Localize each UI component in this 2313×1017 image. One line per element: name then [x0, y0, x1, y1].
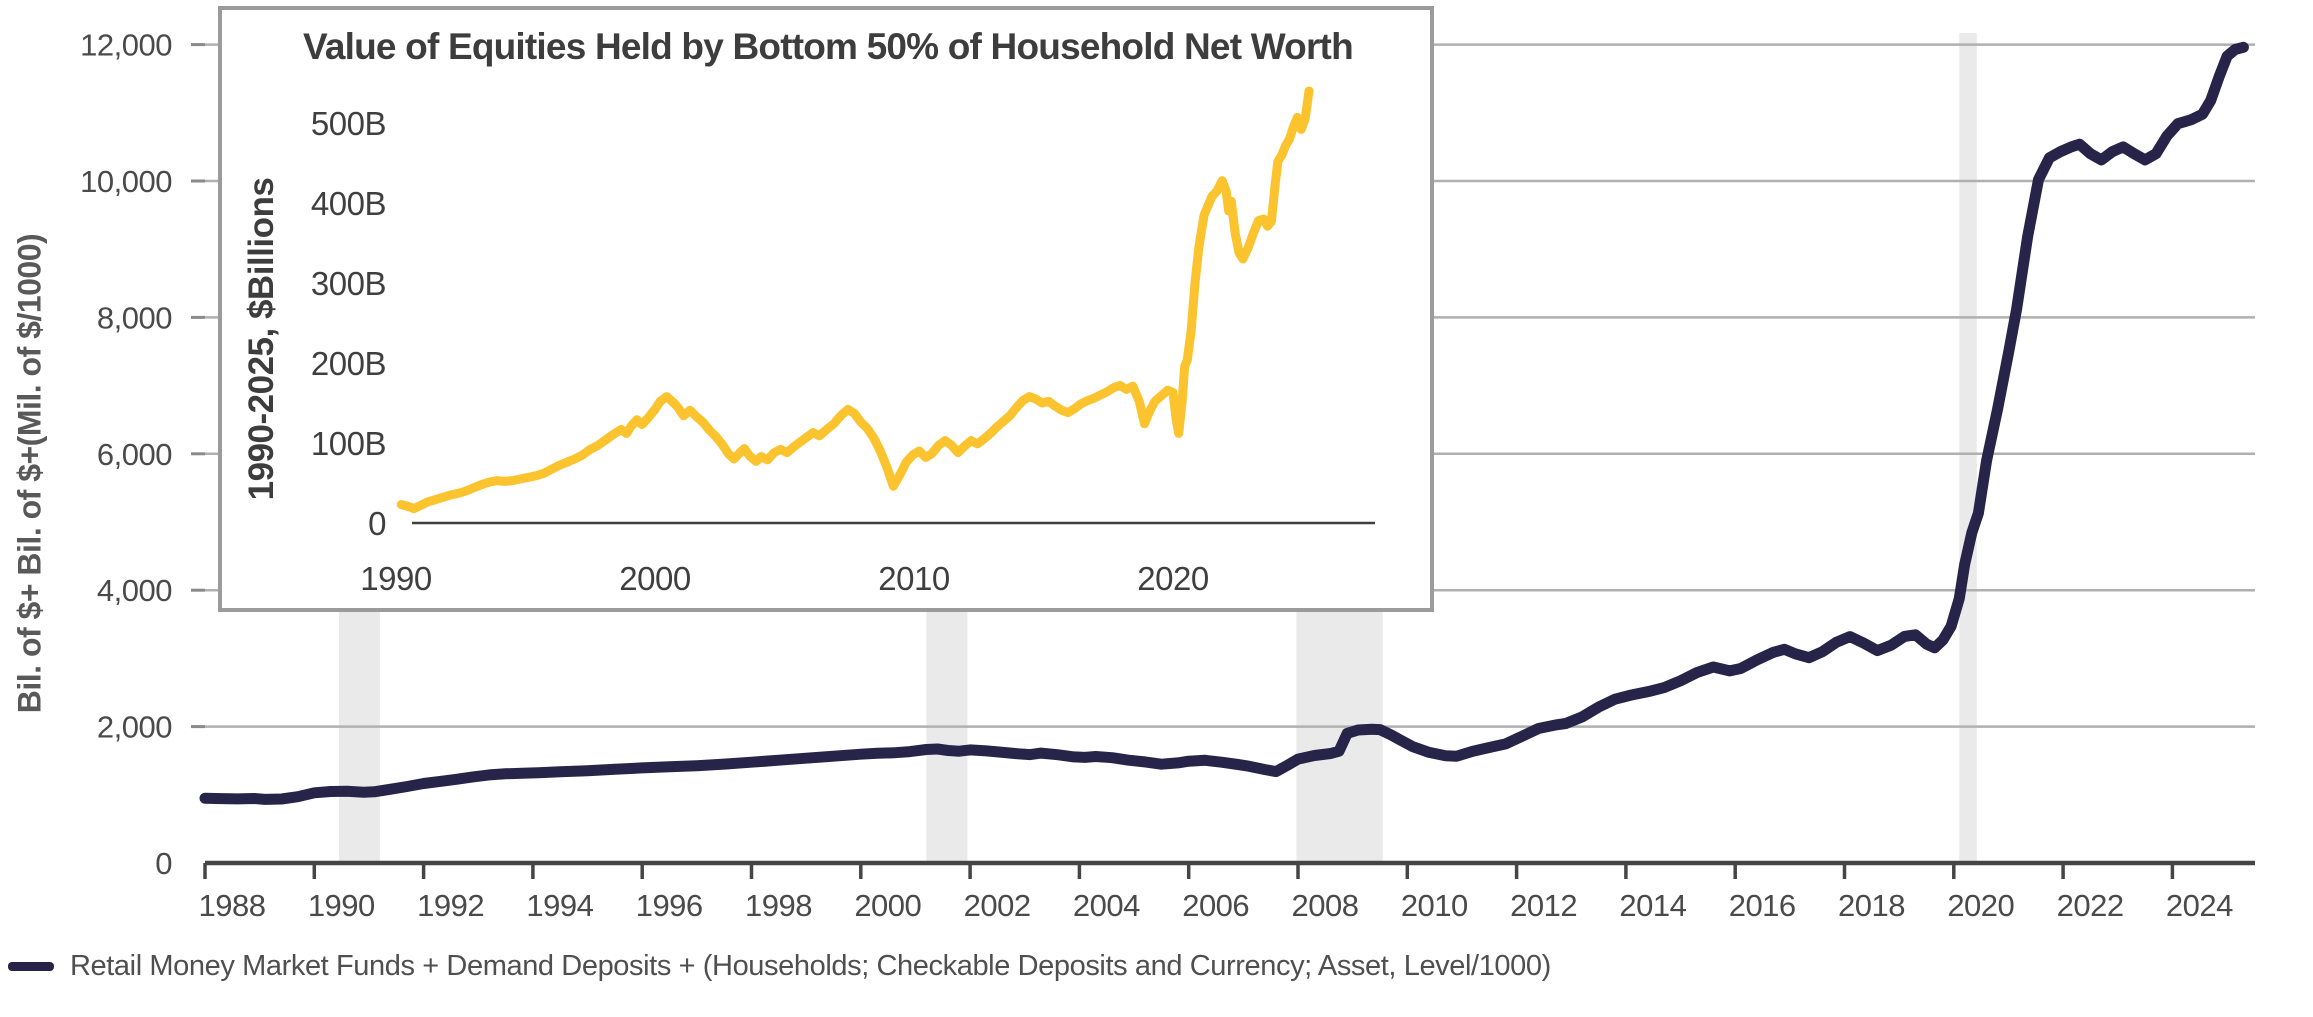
- x-tick-label: 1996: [636, 888, 703, 923]
- inset-x-tick-label: 2000: [619, 560, 691, 597]
- legend: Retail Money Market Funds + Demand Depos…: [8, 950, 1551, 983]
- x-tick-label: 2016: [1729, 888, 1796, 923]
- main-series-line: [199, 41, 2249, 805]
- x-tick-label: 2000: [854, 888, 921, 923]
- inset-y-tick-label: 500B: [311, 105, 386, 142]
- legend-line-swatch: [8, 962, 54, 971]
- x-tick-label: 2002: [964, 888, 1031, 923]
- x-tick-label: 2010: [1401, 888, 1468, 923]
- x-tick-label: 2014: [1619, 888, 1686, 923]
- inset-y-axis-title: 1990-2025, $Billions: [242, 177, 281, 501]
- inset-x-tick-label: 1990: [360, 560, 432, 597]
- inset-chart: 0 100B 200B 300B 400B 500B 1990 2000 2010 2020: [311, 86, 1375, 597]
- y-tick-label: 12,000: [80, 28, 172, 63]
- x-tick-label: 2024: [2166, 888, 2233, 923]
- inset-x-tick-label: 2010: [878, 560, 950, 597]
- inset-x-tick-label: 2020: [1137, 560, 1209, 597]
- y-tick-label: 2,000: [97, 710, 172, 745]
- x-tick-label: 1992: [417, 888, 484, 923]
- main-y-axis-title: Bil. of $+ Bil. of $+(Mil. of $/1000): [11, 233, 48, 714]
- legend-label: Retail Money Market Funds + Demand Depos…: [70, 950, 1551, 982]
- x-tick-label: 2004: [1073, 888, 1140, 923]
- inset-y-tick-label: 200B: [311, 345, 386, 382]
- y-tick-label: 6,000: [97, 437, 172, 472]
- x-tick-label: 1994: [526, 888, 593, 923]
- x-tick-label: 1998: [745, 888, 812, 923]
- x-tick-label: 2006: [1182, 888, 1249, 923]
- x-tick-label: 2018: [1838, 888, 1905, 923]
- y-tick-label: 8,000: [97, 300, 172, 335]
- inset-y-tick-label: 0: [368, 505, 386, 542]
- inset-series-line: [396, 86, 1314, 514]
- x-tick-label: 1990: [308, 888, 375, 923]
- x-tick-label: 2008: [1292, 888, 1359, 923]
- x-tick-label: 2022: [2057, 888, 2124, 923]
- x-tick-label: 2012: [1510, 888, 1577, 923]
- inset-y-tick-label: 400B: [311, 185, 386, 222]
- y-tick-label: 4,000: [97, 573, 172, 608]
- y-tick-label: 0: [155, 846, 172, 881]
- inset-panel: 0 100B 200B 300B 400B 500B 1990 2000 2010 2020 Va…: [218, 6, 1434, 612]
- inset-title: Value of Equities Held by Bottom 50% of …: [303, 26, 1354, 67]
- inset-y-tick-label: 300B: [311, 265, 386, 302]
- y-tick-label: 10,000: [80, 164, 172, 199]
- x-tick-label: 2020: [1947, 888, 2014, 923]
- recession-band: [1959, 33, 1977, 863]
- x-tick-label: 1988: [199, 888, 266, 923]
- inset-y-tick-label: 100B: [311, 425, 386, 462]
